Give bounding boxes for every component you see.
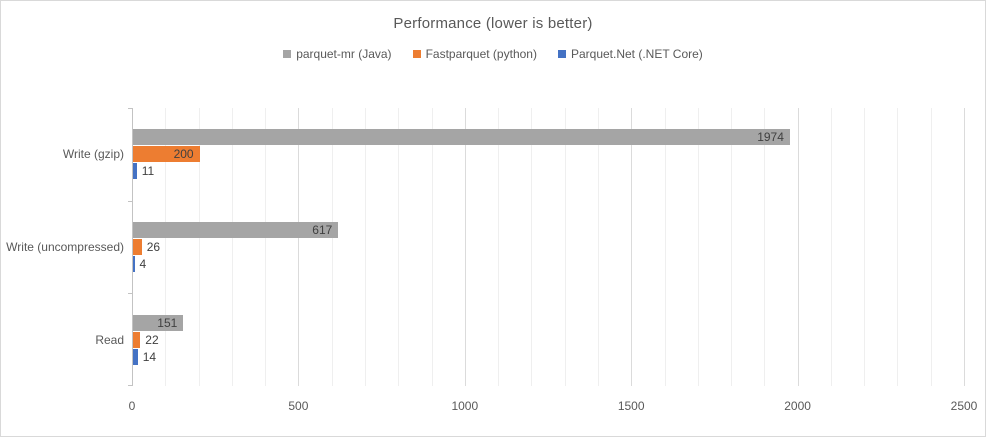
bar-fastparquet-python	[133, 239, 142, 255]
data-label: 617	[312, 223, 333, 237]
minor-gridline	[431, 108, 433, 386]
bar-parquet-mr-java	[133, 314, 184, 331]
bar-parquet-net-net-core	[133, 348, 138, 365]
category-label: Read	[95, 332, 124, 347]
minor-gridline	[664, 108, 666, 386]
data-label: 14	[142, 349, 157, 364]
legend: parquet-mr (Java) Fastparquet (python) Par…	[1, 47, 985, 61]
minor-gridline	[365, 108, 366, 386]
minor-gridline	[864, 108, 866, 386]
minor-gridline	[597, 108, 599, 386]
minor-gridline	[697, 108, 699, 386]
minor-gridline	[165, 108, 167, 386]
data-label: 11	[141, 164, 155, 179]
legend-swatch-icon	[283, 50, 292, 58]
major-gridline	[631, 108, 633, 386]
category-axis-line	[132, 108, 133, 386]
data-label: 26	[146, 240, 161, 254]
category-label: Write (uncompressed)	[6, 240, 124, 254]
minor-gridline	[830, 108, 832, 386]
legend-item-parquet-mr-java: parquet-mr (Java)	[283, 47, 392, 61]
legend-swatch-icon	[557, 50, 566, 58]
major-gridline	[964, 108, 965, 386]
bar-parquet-mr-java	[133, 129, 790, 146]
category-axis-tick	[128, 293, 132, 294]
data-label: 151	[157, 315, 178, 330]
bar-parquet-net-net-core	[133, 256, 135, 272]
minor-gridline	[731, 108, 732, 386]
minor-gridline	[897, 108, 899, 386]
minor-gridline	[331, 108, 333, 386]
major-gridline	[298, 108, 300, 386]
x-tick-label: 1000	[451, 399, 479, 413]
major-gridline	[464, 108, 466, 386]
category-axis-tick	[128, 201, 132, 202]
legend-label: Parquet.Net (.NET Core)	[570, 47, 703, 61]
x-tick-label: 0	[128, 399, 136, 413]
category-axis-tick	[128, 385, 132, 386]
minor-gridline	[531, 108, 533, 386]
bar-fastparquet-python	[133, 331, 141, 348]
minor-gridline	[198, 108, 200, 386]
data-label: 22	[145, 332, 159, 347]
data-label: 200	[173, 147, 194, 162]
legend-item-parquet-net-net-core: Parquet.Net (.NET Core)	[557, 47, 703, 61]
minor-gridline	[930, 108, 932, 386]
category-axis-tick	[128, 108, 132, 109]
legend-item-fastparquet-python: Fastparquet (python)	[412, 47, 537, 61]
plot-area: 1974 200 11 617 26 4 151 22 14	[128, 108, 965, 386]
minor-gridline	[231, 108, 233, 386]
bar-parquet-mr-java	[133, 222, 339, 238]
minor-gridline	[398, 108, 400, 386]
bar-fastparquet-python	[133, 146, 200, 163]
minor-gridline	[498, 108, 500, 386]
legend-swatch-icon	[412, 50, 421, 58]
major-gridline	[797, 108, 799, 386]
category-label: Write (gzip)	[62, 147, 124, 162]
data-label: 1974	[757, 130, 784, 145]
legend-label: Fastparquet (python)	[425, 47, 537, 61]
chart-title: Performance (lower is better)	[393, 15, 593, 32]
minor-gridline	[564, 108, 566, 386]
x-tick-label: 2000	[784, 399, 811, 413]
data-label: 4	[139, 257, 147, 271]
x-tick-label: 1500	[617, 399, 645, 413]
bar-parquet-net-net-core	[133, 163, 137, 180]
x-tick-label: 500	[288, 399, 309, 413]
x-tick-label: 2500	[950, 399, 978, 413]
legend-label: parquet-mr (Java)	[296, 47, 392, 61]
minor-gridline	[764, 108, 766, 386]
minor-gridline	[265, 108, 267, 386]
